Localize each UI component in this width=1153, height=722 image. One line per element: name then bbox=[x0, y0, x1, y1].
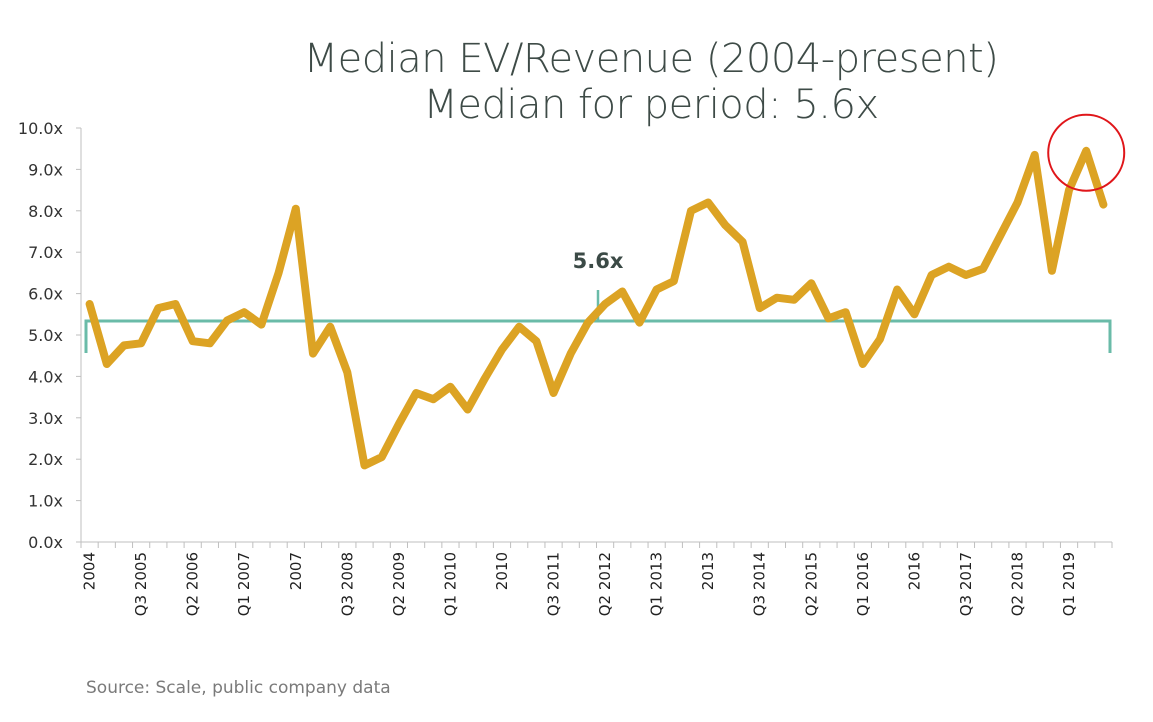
x-tick-label: Q2 2012 bbox=[596, 552, 614, 616]
x-tick-label: Q2 2006 bbox=[184, 552, 202, 616]
x-tick-label: Q1 2007 bbox=[235, 552, 253, 616]
y-axis: 0.0x 1.0x 2.0x 3.0x 4.0x 5.0x 6.0x 7.0x 8.0x 9.0x… bbox=[18, 119, 82, 552]
y-tick-label: 7.0x bbox=[28, 243, 63, 262]
median-bracket bbox=[84, 290, 1112, 353]
median-line bbox=[84, 319, 1112, 353]
x-tick-label: 2013 bbox=[699, 552, 717, 590]
x-tick-label: 2004 bbox=[81, 552, 99, 590]
x-tick-label: Q1 2013 bbox=[648, 552, 666, 616]
x-tick-label: Q2 2018 bbox=[1008, 552, 1026, 616]
x-tick-label: Q3 2017 bbox=[957, 552, 975, 616]
series-median-ev-revenue bbox=[85, 146, 1108, 470]
chart-subtitle: Median for period: 5.6x bbox=[423, 82, 879, 128]
y-tick-label: 10.0x bbox=[18, 119, 63, 138]
chart-title: Median EV/Revenue (2004-present) bbox=[303, 36, 999, 82]
y-tick-label: 2.0x bbox=[28, 450, 63, 469]
x-tick-label: Q2 2015 bbox=[802, 552, 820, 616]
y-tick-label: 4.0x bbox=[28, 367, 63, 386]
x-tick-label: Q1 2010 bbox=[441, 552, 459, 616]
x-tick-label: 2010 bbox=[493, 552, 511, 590]
x-tick-label: 2007 bbox=[287, 552, 305, 590]
y-tick-label: 3.0x bbox=[28, 409, 63, 428]
annotations: 5.6x bbox=[573, 113, 1126, 273]
series-line bbox=[85, 146, 1108, 470]
x-tick-label: Q1 2019 bbox=[1060, 552, 1078, 616]
y-tick-label: 8.0x bbox=[28, 202, 63, 221]
source-note: Source: Scale, public company data bbox=[86, 678, 391, 698]
x-tick-label: Q3 2008 bbox=[338, 552, 356, 616]
x-tick-label: Q3 2005 bbox=[132, 552, 150, 616]
y-tick-label: 6.0x bbox=[28, 285, 63, 304]
x-axis: 2004 Q3 2005 Q2 2006 Q1 2007 2007 Q3 2008 Q2 2… bbox=[80, 541, 1113, 616]
x-tick-label: 2016 bbox=[905, 552, 923, 590]
y-tick-label: 1.0x bbox=[28, 492, 63, 511]
median-label: 5.6x bbox=[573, 249, 624, 273]
y-tick-label: 0.0x bbox=[28, 533, 63, 552]
x-tick-label: Q2 2009 bbox=[390, 552, 408, 616]
x-tick-label: Q3 2014 bbox=[751, 552, 769, 616]
x-tick-label: Q1 2016 bbox=[854, 552, 872, 616]
highlight-circle bbox=[1047, 113, 1126, 192]
y-tick-label: 5.0x bbox=[28, 326, 63, 345]
y-tick-label: 9.0x bbox=[28, 160, 63, 179]
x-tick-label: Q3 2011 bbox=[545, 552, 563, 616]
